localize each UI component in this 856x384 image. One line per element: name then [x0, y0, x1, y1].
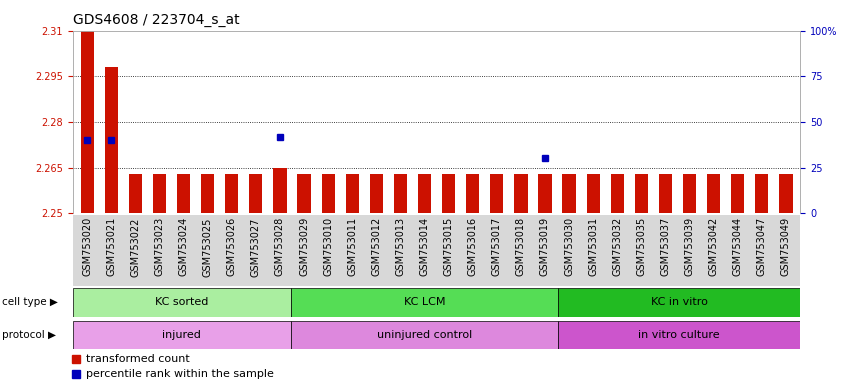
Text: GSM753014: GSM753014: [419, 217, 430, 276]
Text: GSM753017: GSM753017: [492, 217, 502, 276]
Bar: [291, 288, 558, 317]
Bar: [514, 174, 527, 213]
Text: GSM753013: GSM753013: [395, 217, 406, 276]
Text: GSM753029: GSM753029: [299, 217, 309, 276]
Text: GSM753025: GSM753025: [203, 217, 212, 276]
Text: injured: injured: [163, 330, 201, 340]
Text: GSM753037: GSM753037: [661, 217, 670, 276]
Bar: [490, 174, 503, 213]
Bar: [225, 174, 239, 213]
Bar: [104, 67, 118, 213]
Text: GSM753018: GSM753018: [516, 217, 526, 276]
Text: GSM753026: GSM753026: [227, 217, 237, 276]
Text: cell type ▶: cell type ▶: [2, 297, 57, 308]
Text: GSM753011: GSM753011: [348, 217, 357, 276]
Text: uninjured control: uninjured control: [377, 330, 472, 340]
Bar: [442, 174, 455, 213]
Text: GSM753031: GSM753031: [588, 217, 598, 276]
Text: GSM753024: GSM753024: [179, 217, 188, 276]
Text: GSM753023: GSM753023: [154, 217, 164, 276]
Bar: [558, 321, 800, 349]
Text: GSM753016: GSM753016: [467, 217, 478, 276]
Bar: [273, 167, 287, 213]
Text: GSM753035: GSM753035: [636, 217, 646, 276]
Bar: [249, 174, 263, 213]
Text: KC in vitro: KC in vitro: [651, 297, 708, 308]
Text: GSM753020: GSM753020: [82, 217, 92, 276]
Text: GSM753012: GSM753012: [372, 217, 381, 276]
Bar: [153, 174, 166, 213]
Text: GSM753015: GSM753015: [443, 217, 454, 276]
Bar: [177, 174, 190, 213]
Text: GSM753049: GSM753049: [781, 217, 791, 276]
Bar: [418, 174, 431, 213]
Bar: [538, 174, 551, 213]
Text: in vitro culture: in vitro culture: [639, 330, 720, 340]
Text: GSM753027: GSM753027: [251, 217, 261, 276]
Bar: [731, 174, 745, 213]
Bar: [659, 174, 672, 213]
Bar: [346, 174, 359, 213]
Bar: [610, 174, 624, 213]
Bar: [779, 174, 793, 213]
Text: GSM753044: GSM753044: [733, 217, 743, 276]
Bar: [128, 174, 142, 213]
Bar: [201, 174, 214, 213]
Text: GSM753028: GSM753028: [275, 217, 285, 276]
Bar: [586, 174, 600, 213]
Bar: [558, 288, 800, 317]
Bar: [80, 31, 94, 213]
Bar: [683, 174, 696, 213]
Bar: [634, 174, 648, 213]
Bar: [562, 174, 576, 213]
Bar: [370, 174, 383, 213]
Text: GSM753042: GSM753042: [709, 217, 719, 276]
Bar: [755, 174, 769, 213]
Text: GSM753039: GSM753039: [685, 217, 694, 276]
Text: GSM753047: GSM753047: [757, 217, 767, 276]
Text: GSM753022: GSM753022: [130, 217, 140, 276]
Bar: [73, 288, 291, 317]
Text: GSM753019: GSM753019: [540, 217, 550, 276]
Bar: [394, 174, 407, 213]
Bar: [297, 174, 311, 213]
Bar: [466, 174, 479, 213]
Text: GSM753032: GSM753032: [612, 217, 622, 276]
Text: GSM753021: GSM753021: [106, 217, 116, 276]
Text: protocol ▶: protocol ▶: [2, 330, 56, 340]
Bar: [291, 321, 558, 349]
Text: KC LCM: KC LCM: [404, 297, 445, 308]
Text: GSM753030: GSM753030: [564, 217, 574, 276]
Bar: [322, 174, 335, 213]
Text: transformed count: transformed count: [86, 354, 190, 364]
Text: GSM753010: GSM753010: [324, 217, 333, 276]
Text: KC sorted: KC sorted: [155, 297, 209, 308]
Text: GDS4608 / 223704_s_at: GDS4608 / 223704_s_at: [73, 13, 240, 27]
Text: percentile rank within the sample: percentile rank within the sample: [86, 369, 274, 379]
Bar: [707, 174, 720, 213]
Bar: [73, 321, 291, 349]
